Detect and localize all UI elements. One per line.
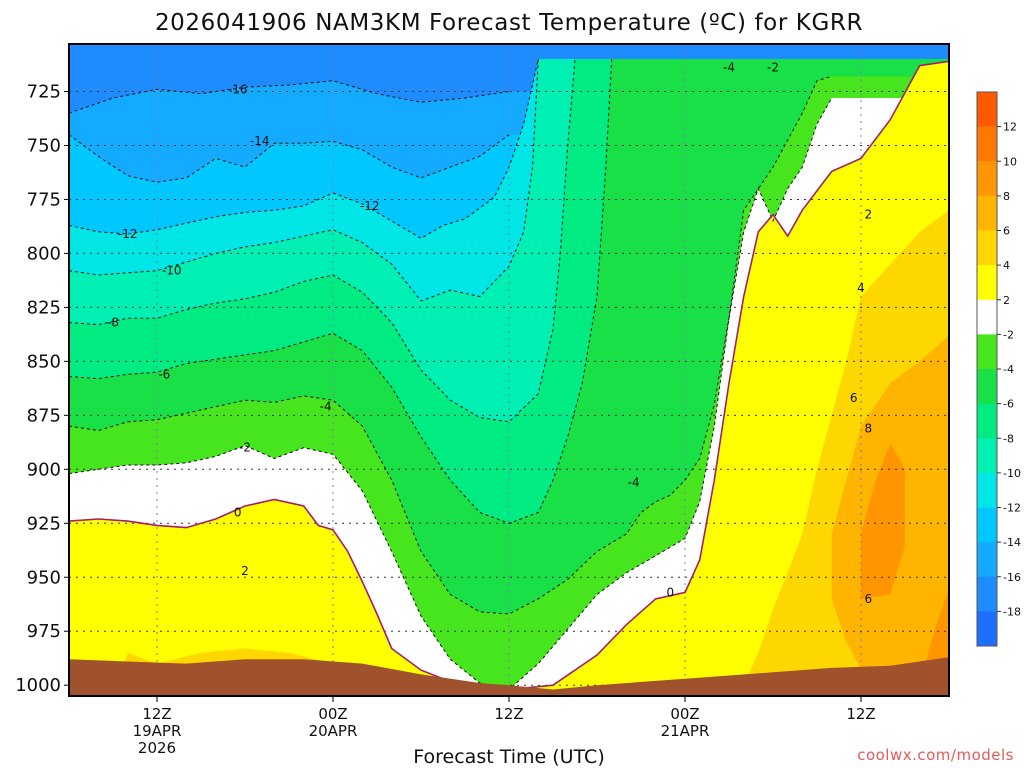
colorbar-swatch-0 xyxy=(977,611,997,647)
colorbar-label-13: 10 xyxy=(1003,155,1017,168)
colorbar-swatch-10 xyxy=(977,265,997,301)
isotherm-line--6 xyxy=(69,59,613,524)
colorbar-label-0: -18 xyxy=(1003,605,1021,618)
fill-below-0 xyxy=(69,61,949,696)
y-tick-label-825: 825 xyxy=(27,297,61,318)
credit-text: coolwx.com/models xyxy=(857,746,1014,764)
isotherm-line--10 xyxy=(69,59,539,302)
isotherm-line-0 xyxy=(69,60,949,691)
isotherm-label-5: -8 xyxy=(107,316,119,330)
y-tick-label-975: 975 xyxy=(27,621,61,642)
colorbar-swatch-14 xyxy=(977,126,997,162)
colorbar-swatch-15 xyxy=(977,92,997,128)
colorbar-label-3: -12 xyxy=(1003,502,1021,515)
isotherm-label-16: 4 xyxy=(857,281,865,295)
y-tick-label-750: 750 xyxy=(27,135,61,156)
colorbar-swatch-5 xyxy=(977,438,997,474)
isotherm-label-4: -10 xyxy=(162,264,182,278)
colorbar-label-5: -8 xyxy=(1003,432,1014,445)
y-tick-label-875: 875 xyxy=(27,405,61,426)
isotherm-label-9: -4 xyxy=(723,61,735,75)
y-axis: 725 750 775 800 825 850 875 900 925 950 975 1000 xyxy=(15,81,69,696)
colorbar-swatch-1 xyxy=(977,576,997,612)
fill-warm-8 xyxy=(861,443,905,599)
x-axis-title: Forecast Time (UTC) xyxy=(413,746,604,768)
isotherm-label-0: -16 xyxy=(228,82,248,96)
colorbar-label-11: 6 xyxy=(1003,225,1010,238)
colorbar-label-1: -16 xyxy=(1003,571,1021,584)
isotherm-label-13: 0 xyxy=(667,585,675,599)
y-tick-label-725: 725 xyxy=(27,81,61,102)
colorbar-swatch-4 xyxy=(977,472,997,508)
isotherm-contours xyxy=(69,58,949,691)
colorbar-label-4: -10 xyxy=(1003,467,1021,480)
colorbar-label-7: -4 xyxy=(1003,363,1014,376)
colorbar-swatch-11 xyxy=(977,230,997,266)
colorbar-swatch-8 xyxy=(977,334,997,370)
x-tick-label-36-0: 12Z xyxy=(494,705,523,723)
temperature-fills xyxy=(69,44,949,696)
x-tick-label-12-2: 2026 xyxy=(138,739,176,757)
isotherm-line--16 xyxy=(69,80,510,114)
isotherm-label-7: -4 xyxy=(320,400,332,414)
isotherm-label-18: 6 xyxy=(865,592,873,606)
isotherm-label-6: -6 xyxy=(158,367,170,381)
x-tick-label-48-1: 21APR xyxy=(661,722,710,740)
isotherm-label-1: -14 xyxy=(250,134,270,148)
isotherm-labels: -16 -14 -12 -12 -10 -8 -6 -4 -4 -4 -2 -2 0 0 2 2 4 6 6 8 xyxy=(107,61,872,606)
isotherm-label-17: 6 xyxy=(850,391,858,405)
isotherm-label-15: 2 xyxy=(865,208,873,222)
y-tick-label-925: 925 xyxy=(27,513,61,534)
colorbar-label-9: 2 xyxy=(1003,294,1010,307)
colorbar-swatch-7 xyxy=(977,369,997,405)
colorbar-label-10: 4 xyxy=(1003,259,1010,272)
x-tick-label-24-0: 00Z xyxy=(318,705,347,723)
y-tick-label-775: 775 xyxy=(27,189,61,210)
isotherm-label-10: -2 xyxy=(239,441,251,455)
x-tick-label-12-0: 12Z xyxy=(142,705,171,723)
ground-fill xyxy=(69,657,949,696)
isotherm-label-14: 2 xyxy=(241,564,249,578)
colorbar-swatch-9 xyxy=(977,299,997,335)
colorbar-swatch-3 xyxy=(977,507,997,543)
colorbar-label-6: -6 xyxy=(1003,398,1014,411)
colorbar-label-14: 12 xyxy=(1003,121,1017,134)
isotherm-label-2: -12 xyxy=(360,199,380,213)
x-tick-label-24-1: 20APR xyxy=(309,722,358,740)
y-tick-label-1000: 1000 xyxy=(15,675,61,696)
x-tick-label-48-0: 00Z xyxy=(670,705,699,723)
colorbar-swatch-2 xyxy=(977,542,997,578)
x-tick-label-60-0: 12Z xyxy=(846,705,875,723)
colorbar-swatch-12 xyxy=(977,195,997,231)
isotherm-line--8 xyxy=(69,59,576,423)
colorbar: -18 -16 -14 -12 -10 -8 -6 -4 -2 2 4 6 8 10 12 xyxy=(976,91,1021,647)
y-tick-label-850: 850 xyxy=(27,351,61,372)
isotherm-line--4 xyxy=(69,75,832,615)
colorbar-swatch-13 xyxy=(977,161,997,197)
colorbar-label-12: 8 xyxy=(1003,190,1010,203)
colorbar-label-2: -14 xyxy=(1003,536,1021,549)
y-tick-label-800: 800 xyxy=(27,243,61,264)
ground-surface xyxy=(69,657,949,696)
isotherm-label-11: -2 xyxy=(767,61,779,75)
isotherm-label-12: 0 xyxy=(234,505,242,519)
isotherm-label-3: -12 xyxy=(118,227,138,241)
y-tick-label-950: 950 xyxy=(27,567,61,588)
chart-title: 2026041906 NAM3KM Forecast Temperature (… xyxy=(155,10,863,36)
colorbar-label-8: -2 xyxy=(1003,328,1014,341)
isotherm-label-19: 8 xyxy=(865,421,873,435)
isotherm-label-8: -4 xyxy=(628,475,640,489)
colorbar-swatch-6 xyxy=(977,403,997,439)
isotherm-line--14 xyxy=(69,134,510,183)
x-tick-label-12-1: 19APR xyxy=(133,722,182,740)
y-tick-label-900: 900 xyxy=(27,459,61,480)
